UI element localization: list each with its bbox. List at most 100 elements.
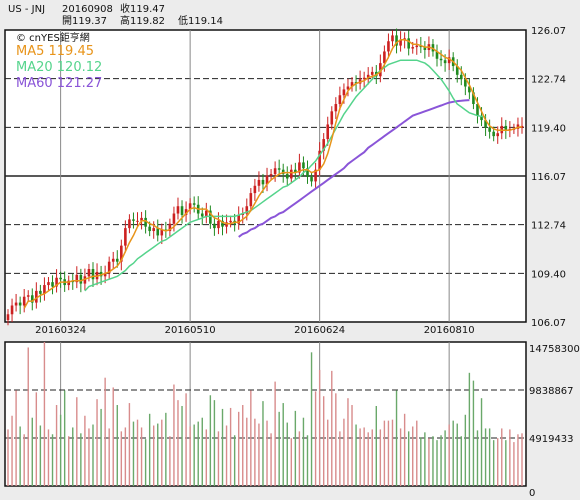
- volume-bar: [497, 438, 499, 486]
- volume-bar: [403, 413, 406, 486]
- price-y-tick-label: 122.74: [531, 75, 566, 86]
- price-y-tick-label: 119.40: [531, 123, 566, 134]
- candle: [115, 250, 119, 268]
- candle: [277, 159, 281, 176]
- candle: [326, 116, 330, 146]
- candle: [10, 298, 14, 322]
- volume-bar: [68, 436, 70, 486]
- volume-bar: [436, 440, 438, 486]
- volume-y-tick-label: 9838867: [529, 386, 574, 397]
- candle: [180, 200, 184, 224]
- candle: [43, 277, 46, 301]
- x-axis-date-label: 20160324: [35, 325, 86, 336]
- candle: [120, 239, 123, 271]
- candle: [221, 214, 224, 236]
- volume-bar: [100, 408, 102, 486]
- candle: [59, 271, 62, 288]
- ma20-line: [84, 59, 486, 292]
- candle: [168, 218, 172, 237]
- volume-bar: [153, 425, 155, 486]
- low-label: 低119.14: [178, 14, 223, 27]
- volume-bar: [424, 432, 426, 486]
- volume-bar: [262, 401, 264, 486]
- volume-bar: [225, 425, 228, 486]
- candle: [370, 66, 374, 80]
- volume-bar: [428, 438, 430, 486]
- volume-bar: [246, 417, 248, 486]
- volume-bar: [456, 423, 458, 486]
- volume-bar: [383, 420, 386, 486]
- volume-bar: [359, 428, 361, 486]
- volume-bar: [375, 405, 377, 486]
- volume-bar: [302, 417, 305, 486]
- volume-bar: [39, 425, 42, 486]
- candle: [435, 44, 439, 67]
- volume-bar: [270, 433, 272, 486]
- quote-header: US - JNJ 20160908 收119.47 開119.37 高119.8…: [8, 2, 223, 27]
- candle: [257, 171, 261, 192]
- volume-bar: [250, 390, 252, 486]
- x-axis-date-label: 20160810: [424, 325, 475, 336]
- volume-bar: [11, 415, 13, 486]
- volume-bar: [310, 352, 313, 486]
- volume-bar: [120, 431, 123, 486]
- volume-bar: [306, 435, 309, 486]
- candle: [415, 38, 419, 55]
- candle: [439, 50, 443, 67]
- volume-bar: [416, 420, 418, 486]
- volume-bar: [35, 392, 38, 486]
- candle: [237, 206, 240, 230]
- volume-bar: [258, 423, 260, 486]
- volume-bar: [233, 435, 236, 486]
- candle: [51, 275, 54, 295]
- volume-bar: [274, 381, 276, 486]
- volume-bar: [343, 418, 345, 486]
- candle: [496, 126, 500, 144]
- volume-bar: [205, 429, 208, 486]
- volume-bar: [51, 434, 54, 486]
- volume-bar: [7, 429, 9, 486]
- candle: [111, 251, 115, 270]
- volume-bar: [27, 347, 29, 486]
- candle: [249, 187, 253, 212]
- price-grid: [5, 30, 526, 322]
- candle: [35, 282, 38, 309]
- volume-bar: [484, 428, 487, 486]
- volume-bar: [59, 414, 62, 486]
- volume-bar: [314, 391, 317, 486]
- price-y-ticks: 126.07 122.74 119.40 116.07 112.74 109.40 106.…: [531, 26, 566, 329]
- volume-bar: [229, 407, 232, 486]
- candle: [200, 207, 204, 226]
- candle: [75, 266, 79, 289]
- volume-bar: [209, 395, 212, 486]
- candle: [188, 198, 192, 215]
- volume-bar: [464, 414, 467, 486]
- volume-bar: [128, 403, 131, 486]
- volume-bar: [88, 428, 90, 486]
- volume-bar: [108, 428, 110, 486]
- volume-bar: [19, 426, 21, 486]
- volume-bar: [124, 427, 127, 486]
- volume-bar: [509, 429, 511, 486]
- candle: [213, 216, 216, 236]
- volume-bar: [412, 426, 414, 486]
- volume-bars: [7, 342, 523, 486]
- volume-bar: [290, 438, 293, 486]
- candle: [176, 197, 180, 220]
- volume-bar: [480, 398, 483, 486]
- volume-bar: [286, 422, 288, 486]
- candle: [67, 275, 71, 291]
- volume-y-tick-label: 0: [529, 488, 535, 499]
- candle: [229, 215, 232, 228]
- volume-bar: [104, 377, 106, 486]
- candle: [290, 164, 293, 184]
- candle: [504, 119, 508, 139]
- volume-bar: [318, 369, 321, 486]
- candle: [269, 168, 273, 181]
- candle: [156, 219, 160, 242]
- candle: [455, 59, 459, 83]
- candle: [128, 214, 131, 234]
- candle: [310, 171, 313, 187]
- candle: [144, 210, 147, 234]
- close-label: 收119.47: [120, 2, 165, 15]
